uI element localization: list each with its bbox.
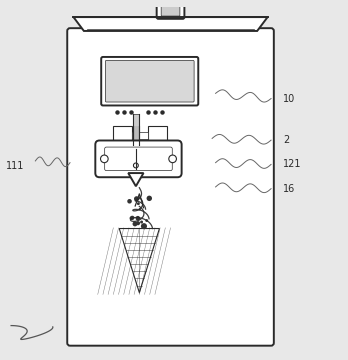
Text: 2: 2: [283, 135, 290, 145]
Circle shape: [133, 221, 137, 226]
Circle shape: [137, 202, 140, 205]
Circle shape: [141, 223, 147, 229]
Circle shape: [135, 216, 140, 221]
Bar: [113, 126, 132, 145]
Circle shape: [130, 216, 134, 220]
Circle shape: [169, 155, 176, 163]
Polygon shape: [73, 17, 268, 31]
Circle shape: [129, 216, 133, 220]
FancyBboxPatch shape: [95, 140, 182, 177]
Circle shape: [141, 221, 143, 223]
Text: 10: 10: [283, 94, 295, 104]
Text: 16: 16: [283, 184, 295, 194]
FancyBboxPatch shape: [161, 6, 180, 16]
Circle shape: [133, 163, 138, 168]
Circle shape: [134, 196, 139, 201]
Text: 121: 121: [283, 159, 302, 170]
Bar: [133, 126, 139, 145]
Bar: [132, 132, 148, 139]
Circle shape: [101, 155, 108, 163]
FancyBboxPatch shape: [105, 147, 172, 171]
Text: 111: 111: [6, 161, 24, 171]
Polygon shape: [128, 173, 143, 186]
Bar: [133, 114, 139, 140]
FancyBboxPatch shape: [105, 60, 194, 102]
FancyBboxPatch shape: [101, 57, 198, 105]
Circle shape: [136, 221, 140, 225]
FancyBboxPatch shape: [67, 28, 274, 346]
Circle shape: [145, 219, 148, 222]
Circle shape: [140, 221, 143, 224]
Circle shape: [147, 195, 152, 201]
Bar: [148, 126, 167, 145]
Circle shape: [127, 199, 132, 203]
Polygon shape: [119, 229, 159, 293]
Circle shape: [139, 208, 141, 211]
FancyBboxPatch shape: [157, 3, 184, 19]
